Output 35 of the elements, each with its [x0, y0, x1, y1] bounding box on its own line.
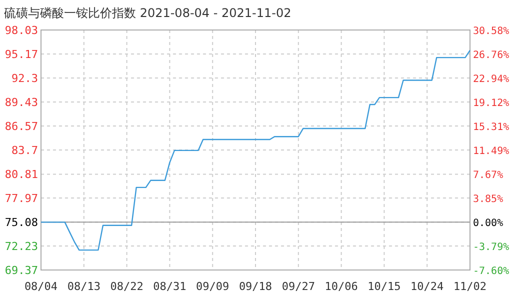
y2-tick-label: 26.76% — [473, 50, 510, 62]
y2-tick-label: -3.79% — [473, 242, 510, 254]
y-tick-label: 69.37 — [4, 264, 38, 277]
y2-tick-label: 30.58% — [473, 26, 510, 37]
y-tick-label: 95.17 — [4, 48, 38, 61]
y2-tick-label: 19.12% — [473, 98, 510, 110]
x-tick-label: 08/22 — [110, 280, 144, 293]
x-tick-label: 08/13 — [67, 280, 100, 293]
y2-tick-label: -7.60% — [473, 266, 510, 277]
y2-tick-label: 22.94% — [473, 74, 510, 86]
y-tick-label: 92.3 — [12, 72, 38, 85]
y-tick-label: 80.81 — [4, 168, 38, 182]
y-tick-label: 83.7 — [12, 144, 38, 157]
y-tick-label: 72.23 — [4, 240, 38, 254]
y2-tick-label: 0.00% — [473, 218, 504, 230]
x-tick-label: 08/04 — [24, 280, 58, 293]
y-tick-label: 86.57 — [4, 120, 38, 133]
x-tick-label: 10/06 — [324, 280, 358, 293]
chart-title: 硫磺与磷酸一铵比价指数 2021-08-04 - 2021-11-02 — [4, 6, 292, 20]
x-tick-label: 09/27 — [282, 280, 315, 293]
x-tick-label: 11/02 — [453, 280, 487, 293]
x-tick-label: 08/31 — [153, 280, 186, 293]
x-tick-label: 10/24 — [410, 280, 444, 293]
y-tick-label: 75.08 — [4, 216, 38, 230]
y2-tick-label: 7.67% — [473, 170, 504, 182]
y-tick-label: 98.03 — [4, 24, 38, 37]
line-series — [40, 50, 471, 251]
x-tick-label: 09/18 — [238, 280, 272, 293]
x-tick-label: 09/09 — [196, 280, 230, 293]
x-tick-label: 10/15 — [368, 280, 401, 293]
y-tick-label: 77.97 — [4, 192, 38, 205]
y-tick-label: 89.43 — [4, 96, 38, 110]
y2-tick-label: 11.49% — [473, 146, 510, 157]
y2-tick-label: 3.85% — [473, 194, 504, 206]
y2-tick-label: 15.31% — [473, 122, 510, 133]
